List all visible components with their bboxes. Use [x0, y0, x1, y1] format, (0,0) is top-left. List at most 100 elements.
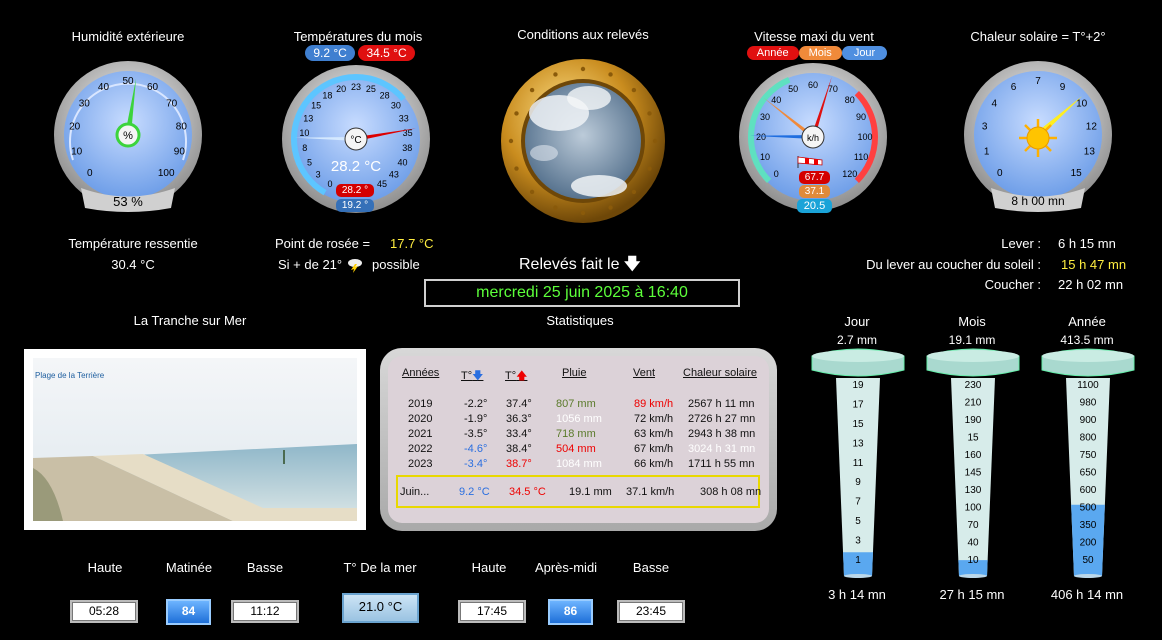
stats-cell-wind: 72 km/h [634, 413, 674, 425]
wind-legend-month: Mois [798, 46, 842, 60]
tide-afternoon-low: 23:45 [617, 600, 685, 623]
sunrise-label: Lever : [1001, 236, 1041, 251]
current-label: Juin... [400, 486, 430, 498]
temperature-tick-label: 35 [403, 128, 413, 138]
rain-day-tick-label: 1 [855, 555, 861, 566]
solar-value: 8 h 00 mn [1011, 194, 1065, 208]
wind-title: Vitesse maxi du vent [754, 29, 874, 44]
daylength-label: Du lever au coucher du soleil : [866, 257, 1041, 272]
temperature-tick-label: 40 [397, 157, 407, 167]
storm-possible: possible [372, 257, 420, 272]
dew-label: Point de rosée = [275, 236, 371, 251]
rain-month-value: 19.1 mm [948, 333, 996, 347]
stats-cell-rain: 1056 mm [556, 413, 602, 425]
stats-cell-year: 2023 [408, 458, 433, 470]
tide-morning-low-label: Basse [246, 560, 284, 575]
wind-tick-label: 50 [788, 84, 798, 94]
windsock-icon [797, 156, 823, 168]
stats-cell-solar: 3024 h 31 mn [688, 443, 756, 455]
feel-label: Température ressentie [68, 236, 198, 251]
wind-legend-year: Année [746, 46, 799, 60]
rain-day-tick-label: 3 [855, 536, 861, 547]
wind-legend: Année Mois Jour [732, 46, 902, 60]
rain-month-tick-label: 190 [965, 415, 982, 426]
rain-year-tick-label: 1100 [1077, 380, 1099, 391]
stats-cell-rain: 718 mm [556, 428, 596, 440]
stats-cell-tmin: -3.4° [464, 458, 488, 470]
temperature-tick-label: 25 [366, 84, 376, 94]
rain-month-tick-label: 145 [965, 468, 982, 479]
temperature-tick-label: 5 [307, 157, 312, 167]
rain-day-tick-label: 13 [852, 438, 864, 449]
humidity-tick-label: 70 [166, 98, 178, 109]
humidity-tick-label: 10 [71, 147, 83, 158]
stats-cell-tmin: -1.9° [464, 413, 488, 425]
stats-cell-tmax: 36.3° [506, 413, 532, 425]
rain-day-value: 2.7 mm [836, 333, 877, 347]
stats-header-wind: Vent [633, 367, 656, 379]
temp-min-badge: 9.2 °C [305, 45, 355, 61]
temperature-center-value: 28.2 °C [330, 158, 382, 175]
temperature-tick-label: 20 [336, 84, 346, 94]
stats-cell-solar: 1711 h 55 mn [688, 458, 755, 470]
humidity-title: Humidité extérieure [71, 29, 185, 44]
rain-year-tick-label: 200 [1080, 538, 1097, 549]
rain-month-tick-label: 210 [965, 398, 982, 409]
webcam-image: Plage de la Terrière [33, 358, 357, 521]
rain-month-title: Mois [958, 314, 986, 329]
rain-year-gauge: 1100 980 900 800 750 650 600 500 350 200 50 [1041, 348, 1135, 578]
rain-year-tick-label: 350 [1080, 520, 1097, 531]
tide-morning-high-label: Haute [87, 560, 123, 575]
arrow-down-icon: 🡇 [472, 370, 484, 382]
humidity-value: 53 % [113, 194, 143, 209]
temperature-month-badges: 9.2 °C 34.5 °C [300, 45, 420, 61]
rain-month-tick-label: 130 [965, 485, 982, 496]
current-rain: 19.1 mm [569, 486, 612, 498]
rain-year-tick-label: 600 [1080, 485, 1097, 496]
sunrise-value: 6 h 15 mn [1058, 236, 1116, 251]
rain-day-tick-label: 9 [855, 477, 861, 488]
temperature-tick-label: 15 [311, 101, 321, 111]
conditions-title: Conditions aux relevés [517, 27, 649, 42]
rain-year-title: Année [1068, 314, 1106, 329]
temperature-tick-label: 30 [391, 101, 401, 111]
rain-day-duration: 3 h 14 mn [828, 587, 886, 602]
wind-legend-day: Jour [841, 46, 888, 60]
rain-year-tick-label: 650 [1080, 468, 1097, 479]
solar-tick-label: 10 [1076, 98, 1088, 109]
dew-value: 17.7 °C [390, 236, 434, 251]
sunset-value: 22 h 02 mn [1058, 277, 1124, 292]
tide-afternoon-high: 17:45 [458, 600, 526, 623]
wind-tick-label: 30 [760, 112, 770, 122]
wind-tick-label: 40 [771, 95, 781, 105]
wind-tick-label: 0 [774, 169, 779, 179]
rain-year-value: 413.5 mm [1060, 333, 1114, 347]
sea-temp-title: T° De la mer [343, 560, 417, 575]
temperature-tick-label: 28 [380, 91, 390, 101]
wind-tick-label: 10 [760, 152, 770, 162]
humidity-tick-label: 50 [122, 76, 134, 87]
rain-day-tick-label: 11 [853, 458, 864, 469]
wind-tick-label: 70 [828, 84, 838, 94]
rain-year-tick-label: 800 [1080, 433, 1097, 444]
rain-year-tick-label: 50 [1082, 555, 1094, 566]
solar-tick-label: 6 [1011, 82, 1017, 93]
webcam-title: La Tranche sur Mer [133, 313, 247, 328]
arrow-down-icon: 🡇 [623, 256, 641, 273]
humidity-unit: % [123, 130, 133, 142]
temperature-high: 28.2 ° [336, 184, 374, 197]
stats-cell-tmax: 37.4° [506, 398, 532, 410]
humidity-tick-label: 30 [79, 98, 91, 109]
solar-tick-label: 3 [982, 122, 988, 133]
webcam-frame[interactable]: Plage de la Terrière [24, 349, 366, 530]
sea-temp-value: 21.0 °C [342, 593, 419, 623]
rain-year-tick-label: 500 [1080, 503, 1097, 514]
solar-tick-label: 4 [992, 98, 998, 109]
wind-tick-label: 90 [856, 112, 866, 122]
humidity-tick-label: 90 [174, 147, 186, 158]
humidity-gauge: 0 10 20 30 40 50 60 70 80 90 100 % [54, 61, 202, 212]
humidity-tick-label: 60 [147, 82, 159, 93]
solar-tick-label: 12 [1086, 122, 1098, 133]
